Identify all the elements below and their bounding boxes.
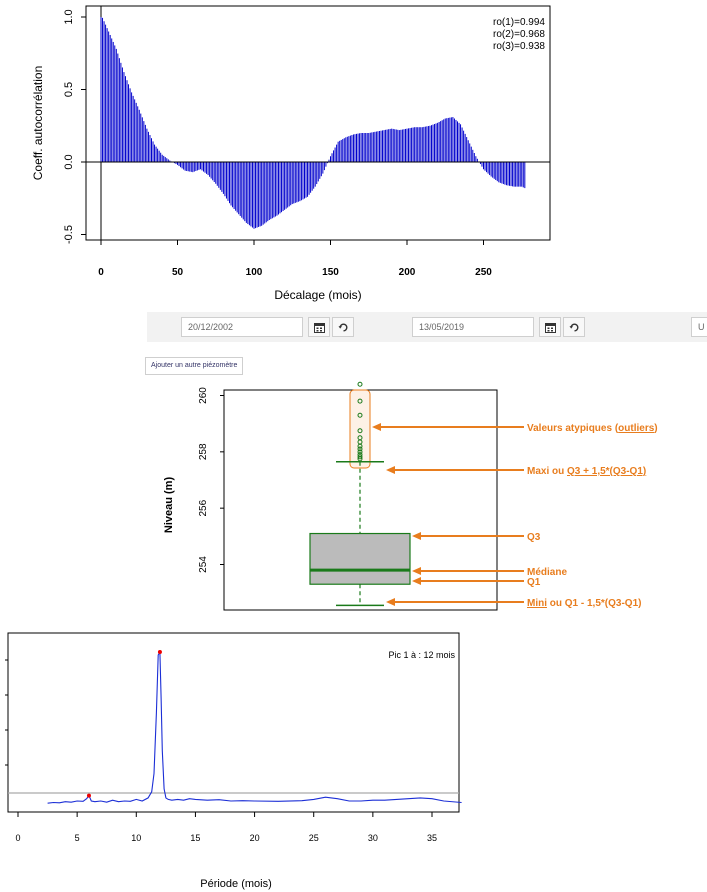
q1-label: Q1 xyxy=(527,577,541,588)
outlier-point xyxy=(357,412,363,418)
y-tick-label: -0.5 xyxy=(63,225,75,244)
q3-arrowhead xyxy=(412,532,421,540)
ro-annotation: ro(3)=0.938 xyxy=(493,41,545,52)
outlier-point xyxy=(357,454,363,460)
x-tick-label: 15 xyxy=(190,833,200,843)
outliers-arrowhead xyxy=(372,423,381,431)
boxplot-chart: 254 256 258 260 Niveau (m) Valeurs atypiques … xyxy=(163,381,658,611)
start-calendar-button[interactable] xyxy=(308,317,330,337)
q1-arrowhead xyxy=(412,577,421,585)
cut-off-input[interactable]: U xyxy=(691,317,707,337)
y-axis-label: Niveau (m) xyxy=(163,477,175,534)
q3-label: Q3 xyxy=(527,532,541,543)
x-tick-label: 20 xyxy=(250,833,260,843)
outlier-point xyxy=(357,449,363,455)
y-tick-label: 256 xyxy=(198,499,209,516)
median-label: Médiane xyxy=(527,567,567,578)
x-tick-label: 25 xyxy=(309,833,319,843)
plot-frame xyxy=(7,632,460,813)
min-label: Mini ou Q1 - 1,5*(Q3-Q1) xyxy=(527,598,641,609)
y-tick-label: 258 xyxy=(198,443,209,460)
end-reset-button[interactable] xyxy=(563,317,585,337)
outliers-label-part: outliers xyxy=(618,423,655,434)
refresh-icon xyxy=(569,323,578,331)
max-arrowhead xyxy=(386,466,395,474)
outlier-point xyxy=(357,446,363,452)
date-toolbar: 20/12/2002 13/05/2019 U xyxy=(147,312,707,342)
y-tick-label: 1.0 xyxy=(63,9,75,24)
outlier-point xyxy=(357,428,363,434)
calendar-icon xyxy=(313,322,325,333)
outliers-label: Valeurs atypiques (outliers) xyxy=(527,423,658,434)
outliers-label-part: Valeurs atypiques ( xyxy=(527,423,619,434)
add-piezometer-button[interactable]: Ajouter un autre piézomètre xyxy=(145,357,244,375)
x-tick-label: 30 xyxy=(368,833,378,843)
outlier-point xyxy=(357,398,363,404)
ro-annotation: ro(1)=0.994 xyxy=(493,17,545,28)
y-tick-label: 0.5 xyxy=(63,82,75,97)
end-date-input[interactable]: 13/05/2019 xyxy=(412,317,534,337)
outliers-label-part: ) xyxy=(654,423,657,434)
start-reset-button[interactable] xyxy=(332,317,354,337)
y-tick-label: 0.0 xyxy=(63,154,75,169)
calendar-icon xyxy=(544,322,556,333)
x-axis-label: Période (mois) xyxy=(200,878,272,890)
median-arrowhead xyxy=(412,567,421,575)
peak-legend: Pic 1 à : 12 mois xyxy=(388,650,455,660)
q1-label-part: Q1 xyxy=(527,577,541,588)
min-arrowhead xyxy=(386,598,395,606)
median-label-part: Médiane xyxy=(527,567,567,578)
end-calendar-button[interactable] xyxy=(539,317,561,337)
y-axis-label: Coeff. autocorrélation xyxy=(31,66,45,181)
plot-frame xyxy=(85,5,551,241)
min-label-part: ou Q1 - 1,5*(Q3-Q1) xyxy=(547,598,641,609)
max-label: Maxi ou Q3 + 1,5*(Q3-Q1) xyxy=(527,466,646,477)
refresh-icon xyxy=(338,323,347,331)
x-tick-label: 100 xyxy=(246,267,263,278)
x-axis-label: Décalage (mois) xyxy=(274,288,361,302)
q3-label-part: Q3 xyxy=(527,532,541,543)
x-tick-label: 35 xyxy=(427,833,437,843)
x-tick-label: 200 xyxy=(399,267,416,278)
outlier-point xyxy=(357,443,363,449)
start-date-input[interactable]: 20/12/2002 xyxy=(181,317,303,337)
periodogram-chart: 0 5 10 15 20 25 30 35 Période (mois) Pic 1 à : 12… xyxy=(5,632,462,890)
peak-marker xyxy=(86,793,91,798)
x-tick-label: 150 xyxy=(322,267,339,278)
x-tick-label: 10 xyxy=(131,833,141,843)
iqr-box xyxy=(309,532,411,585)
x-tick-label: 0 xyxy=(98,267,104,278)
x-tick-label: 50 xyxy=(172,267,184,278)
max-label-part: Maxi ou xyxy=(527,466,567,477)
peak-marker xyxy=(157,650,162,654)
min-label-part: Mini xyxy=(527,598,547,609)
outlier-point xyxy=(357,381,363,387)
autocorrelation-chart: 0 50 100 150 200 250 -0.5 0.0 0.5 1.0 Coeff. autoc… xyxy=(31,5,551,302)
x-tick-label: 0 xyxy=(15,833,20,843)
spectrum-line xyxy=(47,650,462,804)
x-tick-label: 250 xyxy=(475,267,492,278)
y-tick-label: 254 xyxy=(198,556,209,573)
y-tick-label: 260 xyxy=(198,387,209,404)
outlier-point xyxy=(357,456,363,462)
max-label-part: Q3 + 1,5*(Q3-Q1) xyxy=(567,466,646,477)
ro-annotation: ro(2)=0.968 xyxy=(493,29,545,40)
x-tick-label: 5 xyxy=(75,833,80,843)
